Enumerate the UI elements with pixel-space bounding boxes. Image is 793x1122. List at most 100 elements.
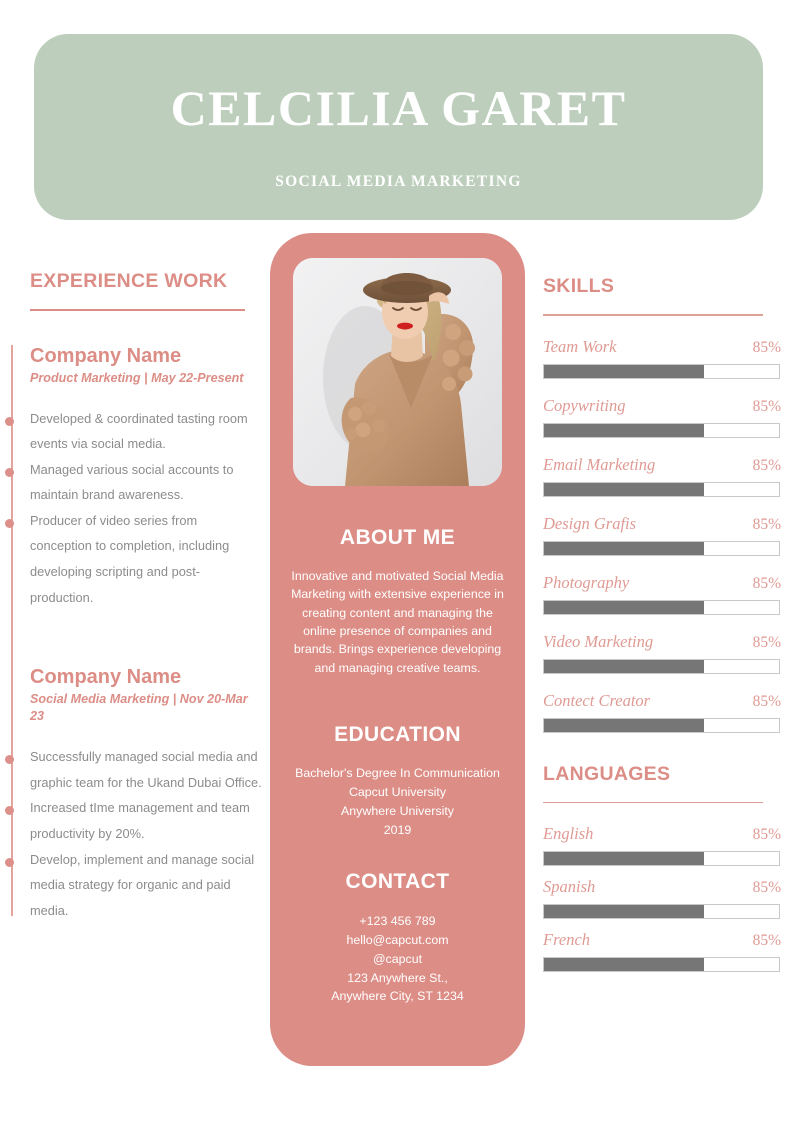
meter-track (543, 717, 780, 733)
meter-track (543, 599, 780, 615)
experience-item: Company Name Product Marketing | May 22-… (5, 344, 262, 611)
meter-label-row: Copywriting 85% (543, 396, 793, 416)
bullet-text: Successfully managed social media and gr… (30, 749, 262, 790)
meter-fill (544, 905, 704, 918)
skill-name: Email Marketing (543, 454, 656, 474)
languages-list: English 85% Spanish 85% French 85% (543, 824, 793, 972)
language-name: French (543, 930, 591, 949)
meter-label-row: Video Marketing 85% (543, 632, 793, 652)
meter-percent: 85% (752, 932, 781, 949)
bullet-dot-icon (5, 755, 14, 765)
list-item: Develop, implement and manage social med… (5, 847, 262, 924)
job-meta: Product Marketing | May 22-Present (30, 370, 244, 385)
bullet-dot-icon (5, 518, 14, 528)
header-band: CELCILIA GARET SOCIAL MEDIA MARKETING (34, 34, 763, 220)
education-text: Bachelor's Degree In Communication Capcu… (295, 766, 500, 837)
meter-percent: 85% (752, 456, 781, 474)
list-item: Increased tIme management and team produ… (5, 795, 262, 846)
bullet-dot-icon (5, 857, 14, 867)
meter-percent: 85% (752, 879, 781, 896)
skill-item: Video Marketing 85% (543, 632, 793, 674)
education-heading: EDUCATION (334, 723, 461, 746)
bullet-text: Increased tIme management and team produ… (30, 800, 250, 842)
about-heading: ABOUT ME (339, 526, 456, 549)
meter-percent: 85% (752, 397, 781, 415)
avatar (293, 258, 502, 486)
meter-track (543, 658, 780, 674)
bullet-text: Producer of video series from conception… (30, 512, 230, 605)
language-item: French 85% (543, 930, 793, 972)
meter-fill (544, 364, 704, 378)
skill-item: Team Work 85% (543, 337, 793, 379)
skills-list: Team Work 85% Copywriting 85% Email Marketin… (543, 337, 793, 733)
contact-heading: CONTACT (345, 870, 450, 893)
meter-track (543, 481, 780, 497)
meter-percent: 85% (752, 633, 781, 651)
header-subtitle: SOCIAL MEDIA MARKETING (275, 173, 522, 190)
skills-column: SKILLS Team Work 85% Copywriting 85% Email M… (543, 275, 793, 983)
portrait-photo-icon (293, 258, 502, 486)
about-text: Innovative and motivated Social Media Ma… (291, 569, 504, 675)
skill-name: Copywriting (543, 395, 626, 415)
experience-column: EXPERIENCE WORK Company Name Product Mar… (0, 270, 262, 923)
skill-name: Design Grafis (543, 513, 637, 533)
skill-name: Contect Creator (543, 690, 651, 710)
meter-label-row: Team Work 85% (543, 337, 793, 357)
meter-label-row: Email Marketing 85% (543, 455, 793, 475)
meter-percent: 85% (752, 338, 781, 356)
skill-name: Team Work (543, 336, 617, 356)
skill-name: Photography (543, 572, 630, 592)
list-item: Successfully managed social media and gr… (5, 744, 262, 795)
skill-item: Photography 85% (543, 573, 793, 615)
language-name: Spanish (543, 877, 596, 896)
skill-item: Design Grafis 85% (543, 514, 793, 556)
education-section: EDUCATION Bachelor's Degree In Communica… (270, 723, 525, 839)
list-item: Producer of video series from conception… (5, 508, 262, 610)
meter-track (543, 904, 780, 919)
profile-panel: ABOUT ME Innovative and motivated Social… (270, 233, 525, 1066)
bullet-text: Developed & coordinated tasting room eve… (30, 410, 248, 452)
bullet-text: Develop, implement and manage social med… (30, 851, 255, 918)
languages-divider (543, 801, 763, 803)
languages-heading: LANGUAGES (543, 762, 671, 785)
meter-track (543, 540, 780, 556)
job-bullets: Successfully managed social media and gr… (5, 744, 262, 924)
bullet-text: Managed various social accounts to maint… (30, 461, 234, 503)
skill-name: Video Marketing (543, 631, 654, 651)
contact-section: CONTACT +123 456 789 hello@capcut.com @c… (270, 870, 525, 1006)
list-item: Developed & coordinated tasting room eve… (5, 406, 262, 457)
languages-section: LANGUAGES English 85% Spanish 85% French 85% (543, 762, 793, 972)
experience-heading: EXPERIENCE WORK (30, 270, 228, 292)
meter-percent: 85% (752, 826, 781, 843)
language-item: Spanish 85% (543, 877, 793, 919)
experience-item: Company Name Social Media Marketing | No… (5, 666, 262, 924)
experience-timeline: Company Name Product Marketing | May 22-… (0, 344, 262, 924)
meter-track (543, 422, 780, 438)
language-name: English (543, 824, 594, 843)
company-name: Company Name (30, 344, 182, 367)
list-item: Managed various social accounts to maint… (5, 457, 262, 508)
meter-label-row: Design Grafis 85% (543, 514, 793, 534)
meter-fill (544, 541, 704, 555)
meter-fill (544, 718, 704, 732)
meter-label-row: Spanish 85% (543, 877, 793, 897)
skills-heading: SKILLS (543, 275, 615, 297)
skills-divider (543, 314, 763, 316)
meter-percent: 85% (752, 515, 781, 533)
job-meta: Social Media Marketing | Nov 20-Mar 23 (30, 692, 248, 724)
meter-track (543, 957, 780, 972)
skill-item: Email Marketing 85% (543, 455, 793, 497)
contact-text: +123 456 789 hello@capcut.com @capcut 12… (331, 914, 464, 1004)
timeline-line (11, 344, 13, 916)
bullet-dot-icon (5, 467, 14, 477)
bullet-dot-icon (5, 806, 14, 816)
meter-fill (544, 600, 704, 614)
meter-label-row: English 85% (543, 824, 793, 844)
about-section: ABOUT ME Innovative and motivated Social… (270, 526, 525, 677)
skill-item: Contect Creator 85% (543, 691, 793, 733)
meter-track (543, 363, 780, 379)
language-item: English 85% (543, 824, 793, 866)
meter-percent: 85% (752, 692, 781, 710)
meter-fill (544, 852, 704, 865)
meter-track (543, 851, 780, 866)
